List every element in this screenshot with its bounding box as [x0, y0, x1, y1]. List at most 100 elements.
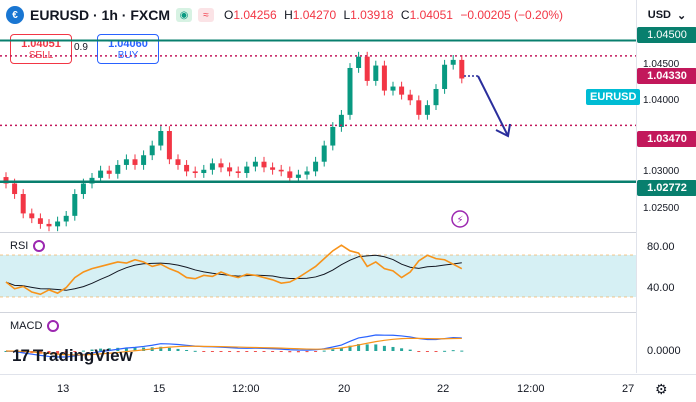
time-tick: 20: [338, 383, 351, 395]
support-level-label: 1.03470: [637, 131, 696, 147]
pane-separator[interactable]: [0, 232, 636, 233]
candle: [192, 171, 198, 174]
macd-bar: [443, 350, 447, 352]
macd-bar: [107, 348, 111, 351]
candle: [399, 86, 405, 95]
rsi-label-text: RSI: [10, 240, 29, 252]
signal-line: [5, 337, 462, 356]
macd-bar: [374, 344, 378, 351]
macd-histogram: [4, 344, 464, 355]
macd-bar: [400, 348, 404, 351]
price-axis[interactable]: 1.04500 1.04000 1.03000 1.02500 1.04500 …: [636, 27, 696, 373]
macd-bar: [228, 351, 232, 352]
macd-bar: [253, 351, 257, 352]
lightning-icon[interactable]: ⚡: [451, 210, 469, 228]
lower-support-level-label: 1.02772: [637, 180, 696, 196]
ohlc-key-high: H: [284, 8, 293, 22]
market-open-icon[interactable]: ◉: [176, 8, 192, 22]
macd-bar: [296, 351, 300, 353]
resistance-level-label: 1.04330: [637, 68, 696, 84]
candle: [72, 194, 78, 216]
macd-bar: [193, 350, 197, 352]
candle: [63, 215, 69, 222]
price-tick: 1.04500: [643, 59, 680, 70]
macd-bar: [408, 349, 412, 351]
macd-bar: [159, 346, 163, 351]
macd-bar: [382, 345, 386, 351]
macd-bar: [73, 351, 77, 352]
rsi-chart[interactable]: [0, 233, 636, 311]
macd-bar: [271, 351, 275, 352]
rsi-label[interactable]: RSI: [10, 240, 46, 252]
macd-bar: [288, 351, 292, 353]
pane-separator[interactable]: [0, 312, 636, 313]
symbol-title[interactable]: EURUSD · 1h · FXCM: [30, 7, 170, 23]
candle: [149, 145, 155, 156]
macd-bar: [451, 350, 455, 352]
candle: [407, 94, 413, 101]
candle: [270, 167, 276, 170]
candle: [123, 159, 129, 165]
macd-bar: [391, 346, 395, 351]
candle: [132, 159, 138, 165]
buy-button[interactable]: 1.04060 BUY: [97, 34, 159, 64]
candle: [261, 161, 267, 168]
time-axis[interactable]: 13 15 12:00 20 22 12:00 27 ⚙: [0, 374, 696, 402]
time-tick: 12:00: [517, 383, 545, 395]
macd-bar: [339, 348, 343, 351]
macd-bar: [99, 348, 103, 351]
price-tick: 1.04000: [643, 95, 680, 106]
candle: [244, 166, 250, 174]
tradingview-logo[interactable]: 17 TradingView: [12, 346, 133, 366]
candle: [80, 183, 86, 195]
candle: [287, 171, 293, 178]
sell-button[interactable]: 1.04051 SELL: [10, 34, 72, 64]
macd-label[interactable]: MACD: [10, 320, 60, 332]
chevron-down-icon: ⌄: [677, 9, 687, 22]
macd-bar: [124, 347, 128, 351]
time-tick: 15: [153, 383, 166, 395]
time-tick: 12:00: [232, 383, 260, 395]
macd-tick: 0.0000: [647, 345, 681, 357]
macd-bar: [219, 351, 223, 352]
price-tick: 1.03000: [643, 166, 680, 177]
candle: [20, 194, 26, 214]
macd-bar: [460, 350, 464, 352]
price-chart[interactable]: ⚡: [0, 30, 636, 232]
top-level-label: 1.04500: [637, 27, 696, 43]
macd-bar: [245, 351, 249, 352]
time-tick: 13: [57, 383, 70, 395]
macd-bar: [279, 351, 283, 352]
candle: [424, 105, 430, 115]
level-lines: [0, 39, 636, 183]
candle: [201, 169, 207, 174]
macd-bar: [236, 351, 240, 353]
macd-bar: [202, 351, 206, 352]
symbol-logo-icon: €: [6, 6, 24, 24]
time-tick: 27: [622, 383, 635, 395]
time-tick: 22: [437, 383, 450, 395]
candle: [37, 218, 43, 224]
indicator-settings-icon[interactable]: [47, 320, 60, 332]
currency-label: USD: [647, 9, 671, 21]
candle: [115, 164, 121, 174]
ohlc-key-close: C: [400, 8, 410, 22]
macd-chart[interactable]: [0, 313, 636, 373]
macd-bar: [348, 345, 352, 351]
indicator-settings-icon[interactable]: [33, 240, 46, 252]
candle: [347, 67, 353, 115]
candle: [450, 59, 456, 65]
macd-bar: [47, 351, 51, 355]
candle: [218, 163, 224, 168]
wave-icon[interactable]: ≈: [198, 8, 214, 22]
macd-label-text: MACD: [10, 320, 43, 332]
candle: [278, 169, 284, 172]
macd-bar: [56, 351, 60, 354]
candle: [209, 163, 215, 170]
candle: [166, 131, 172, 160]
candle: [175, 159, 181, 165]
settings-gear-icon[interactable]: ⚙: [655, 381, 668, 397]
candlesticks: [3, 51, 465, 232]
chart-header: € EURUSD · 1h · FXCM ◉ ≈ O1.04256 H1.042…: [0, 0, 636, 30]
candle: [373, 65, 379, 81]
